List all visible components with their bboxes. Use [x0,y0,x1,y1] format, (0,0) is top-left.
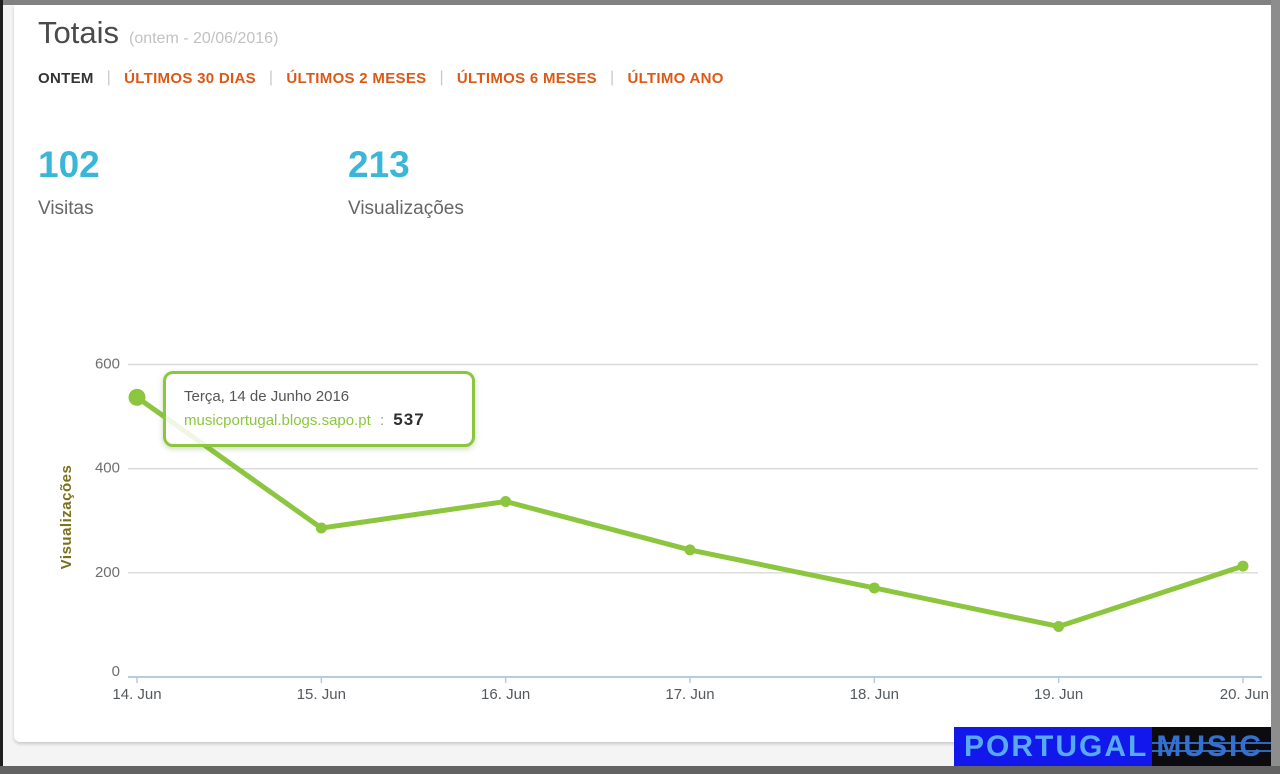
y-axis-tick-label-400: 400 [95,460,120,477]
visits-label: Visitas [38,197,94,219]
watermark-music-text: MUSIC [1156,729,1263,763]
tab-ultimo-ano[interactable]: ÚLTIMO ANO [627,69,724,87]
tab-separator: | [268,69,274,86]
page-subtitle: (ontem - 20/06/2016) [128,30,279,47]
pageviews-label: Visualizações [348,197,464,219]
tooltip-date: Terça, 14 de Junho 2016 [184,388,350,406]
pageviews-count: 213 [348,144,410,185]
chart-point-3[interactable] [684,544,696,556]
watermark-music: MUSIC [1152,727,1271,766]
x-axis-label-2: 16. Jun [481,686,530,703]
x-axis-label-3: 17. Jun [665,686,714,703]
x-axis-label-4: 18. Jun [850,686,899,703]
y-axis-tick-label-200: 200 [95,564,120,581]
stats-summary: 102 Visitas 213 Visualizações [38,144,658,220]
visits-count: 102 [38,144,100,185]
screenshot-frame-left [0,0,3,774]
stat-pageviews: 213 Visualizações [348,144,658,220]
tab-separator: | [609,69,615,86]
watermark-logo: PORTUGAL MUSIC [954,727,1271,766]
x-axis-label-1: 15. Jun [297,686,346,703]
watermark-stripe-1 [1152,742,1271,744]
screenshot-frame-bottom [0,766,1280,774]
chart-point-2[interactable] [500,495,512,507]
chart-point-5[interactable] [1053,620,1065,632]
x-axis-label-0: 14. Jun [112,686,161,703]
chart-point-6[interactable] [1237,560,1249,572]
tab-separator: | [106,69,112,86]
period-tabs: ONTEM | ÚLTIMOS 30 DIAS | ÚLTIMOS 2 MESES | ÚL… [38,69,724,87]
tab-ontem[interactable]: ONTEM [38,69,94,87]
chart-point-1[interactable] [315,522,327,534]
tab-ultimos-6-meses[interactable]: ÚLTIMOS 6 MESES [456,69,597,87]
watermark-portugal: PORTUGAL [954,727,1153,766]
x-axis-label-5: 19. Jun [1034,686,1083,703]
tooltip-domain: musicportugal.blogs.sapo.pt [184,412,371,430]
y-axis-tick-label-600: 600 [95,355,120,372]
screenshot-frame-top [0,0,1280,5]
tooltip-value: 537 [393,410,425,430]
screenshot-frame-right [1271,0,1280,774]
chart-tooltip: Terça, 14 de Junho 2016 musicportugal.bl… [163,371,475,447]
stat-visits: 102 Visitas [38,144,348,220]
watermark-stripe-2 [1152,750,1271,752]
y-axis-tick-label-0: 0 [112,663,120,680]
chart-point-0[interactable] [128,388,146,406]
tab-separator: | [439,69,444,86]
y-axis-title: Visualizações [58,465,75,570]
chart-point-4[interactable] [868,582,880,594]
page-title: Totais [38,15,119,50]
tab-ultimos-30-dias[interactable]: ÚLTIMOS 30 DIAS [124,69,256,87]
tab-ultimos-2-meses[interactable]: ÚLTIMOS 2 MESES [286,69,427,87]
tooltip-value-row: musicportugal.blogs.sapo.pt : 537 [184,408,454,433]
header: Totais (ontem - 20/06/2016) [38,15,278,51]
tooltip-separator: : [379,412,385,430]
x-axis-label-6: 20. Jun [1220,686,1269,703]
